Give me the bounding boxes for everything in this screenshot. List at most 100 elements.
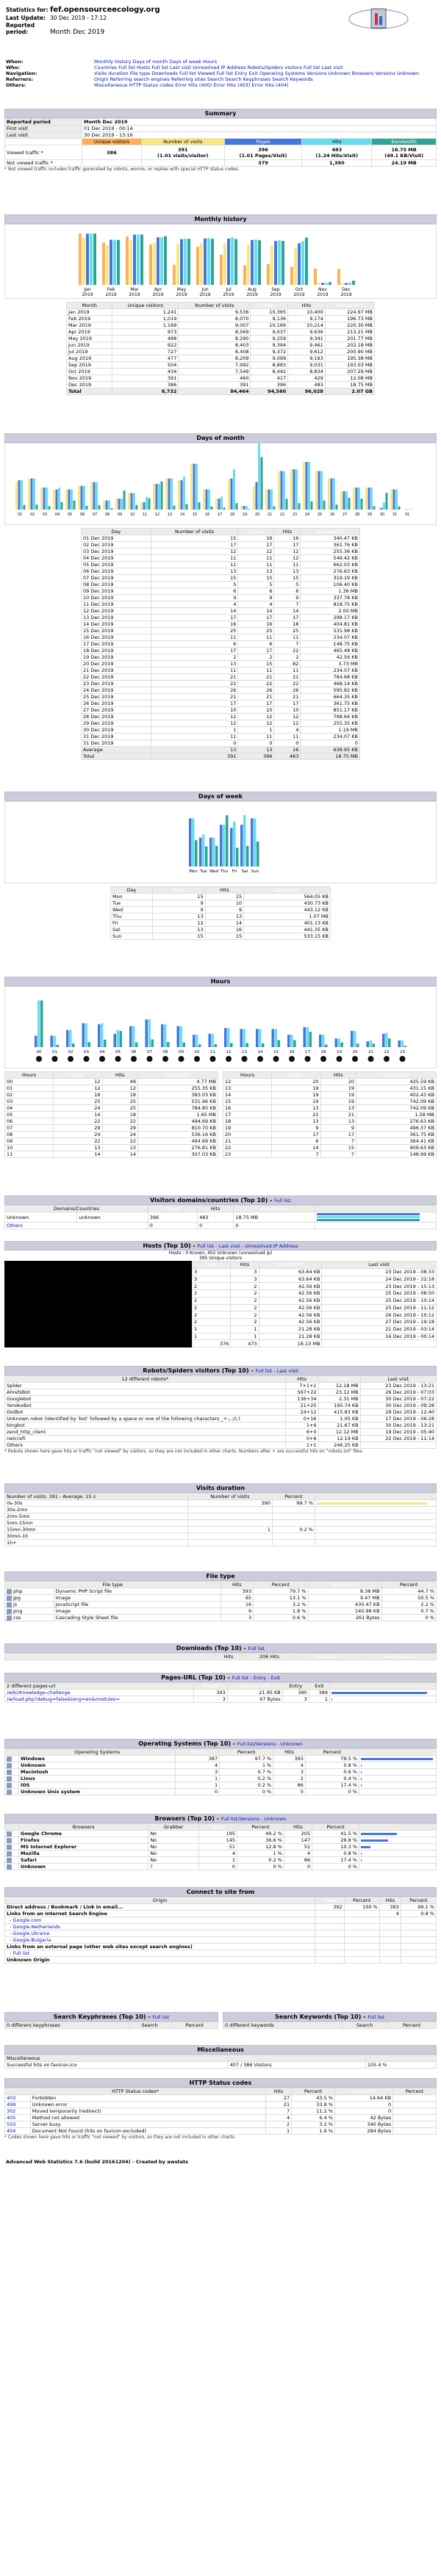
table-cell: 6.4 %: [291, 2114, 335, 2121]
downloads-full-list-link[interactable]: Full list: [248, 1646, 265, 1651]
duration-table: Number of visits: 391 - Average: 15 s Num…: [4, 1493, 437, 1546]
search-engine-link[interactable]: - Google.Ukraine: [4, 1930, 316, 1937]
status-code-link[interactable]: 405: [4, 2114, 31, 2121]
nav-links[interactable]: Visits duration File type Downloads Full…: [94, 70, 420, 76]
hours-bar: [224, 1028, 227, 1047]
status-code-link[interactable]: 503: [4, 2121, 31, 2128]
table-cell: 17 Dec 2019: [81, 640, 151, 648]
others-row: 376 473 18.13 MB: [191, 1339, 437, 1347]
table-cell: Direct address / Bookmark / Link in emai…: [4, 1903, 316, 1911]
days-bar: [318, 471, 320, 510]
not-viewed-value: 1,390: [301, 159, 373, 167]
table-cell: 364.41 KB: [356, 1137, 437, 1145]
nav-links[interactable]: Origin Referring search engines Referrin…: [94, 76, 313, 82]
table-cell: 973: [112, 328, 179, 336]
page-url-link[interactable]: /wiki/Knowledge-challenge: [4, 1689, 194, 1696]
table-cell: 2: [273, 654, 301, 661]
os-links[interactable]: Full list/Versions - Unknown: [237, 1741, 303, 1747]
search-engine-link[interactable]: - Google.com: [4, 1917, 316, 1924]
week-bar: [199, 837, 202, 866]
search-engine-link[interactable]: - Google.Netherlands: [4, 1923, 316, 1931]
days-tick: 31: [405, 513, 409, 517]
days-title: Days of month: [4, 433, 437, 443]
nav-row: Navigation: Visits duration File type Dow…: [6, 70, 440, 76]
table-cell: 483: [197, 1212, 234, 1223]
table-row: 2 2 42.56 KB 25 Dec 2019 - 08:50: [191, 1289, 437, 1298]
pagesurl-links[interactable]: Full list - Entry - Exit: [232, 1675, 280, 1681]
column-header: Hits: [220, 1581, 254, 1588]
table-row: 18 Dec 2019 17 17 22 465.48 KB: [81, 647, 360, 654]
not-viewed-label: Not viewed traffic *: [4, 159, 82, 167]
not-viewed-value: [140, 159, 225, 167]
table-cell: [271, 1506, 316, 1513]
table-cell: 387: [175, 1755, 220, 1762]
table-row: 14 19 19 402.43 KB: [222, 1091, 437, 1099]
monthly-bar: [298, 243, 301, 285]
nav-links[interactable]: Miscellaneous HTTP Status codes Error Hi…: [94, 82, 289, 88]
table-row: 02 18 18 383.03 KB: [4, 1091, 218, 1099]
column-header: Day: [81, 528, 151, 535]
monthly-bar: [352, 281, 355, 285]
table-cell: 389: [308, 1689, 331, 1696]
table-row: 19 Dec 2019 2 2 2 42.56 KB: [81, 654, 360, 661]
keywords-full-list-link[interactable]: Full list: [368, 2014, 385, 2020]
table-cell: 2: [230, 1296, 259, 1305]
days-bar: [178, 480, 180, 510]
table-row: 21 Dec 2019 11 11 11 234.07 KB: [81, 667, 360, 674]
table-cell: 9: [150, 594, 239, 601]
days-bar: [15, 482, 18, 510]
awstats-logo-icon[interactable]: [345, 4, 412, 34]
table-row: 17 21 21 1.58 MB: [222, 1111, 437, 1118]
table-cell: 11: [4, 1151, 54, 1158]
nav-links[interactable]: Countries Full list Hosts Full list Last…: [94, 65, 343, 70]
page-url-link[interactable]: /w/load.php?debug=false&lang=en&modules=: [4, 1696, 194, 1703]
days-tick: 07: [93, 513, 97, 517]
hosts-links[interactable]: Full list - Last visit - Unresolved IP A…: [197, 1243, 298, 1249]
table-cell: 18: [273, 621, 301, 628]
days-bar: [260, 457, 263, 510]
days-bar: [148, 498, 151, 510]
table-cell: 17: [237, 647, 275, 654]
table-cell: 361.76 KB: [300, 541, 360, 549]
http-title: HTTP Status codes: [4, 2078, 437, 2088]
table-cell: 1: [265, 2127, 293, 2135]
cell-text: 2.2 %: [420, 1602, 434, 1607]
table-cell: 391: [178, 381, 251, 388]
filetype-section: File type File type Hits Percent Bandwidth P…: [4, 1571, 437, 1621]
hours-bar: [325, 1044, 328, 1047]
misc-section: Miscellaneous Miscellaneous Successful h…: [4, 2045, 437, 2069]
table-row: DotBot 24+12 415.83 KB 29 Dec 2019 - 12:40: [4, 1408, 437, 1416]
table-row: Jan 2019 1,241 9,536 10,365 10,400 224.97 MB: [65, 308, 376, 316]
table-cell: 21: [237, 693, 275, 701]
table-cell: 15: [204, 933, 245, 940]
table-row: 17 Dec 2019 6 6 7 148.75 KB: [81, 640, 360, 648]
table-cell: bingbot: [4, 1422, 286, 1429]
external-full-list-link[interactable]: - Full list: [4, 1950, 316, 1957]
table-cell: 496.37 KB: [356, 1124, 437, 1132]
table-cell: 25: [273, 627, 301, 634]
hours-bar: [198, 1044, 201, 1047]
table-cell: 11: [273, 634, 301, 641]
monthly-bar: [220, 254, 223, 285]
column-header: Pages: [191, 1261, 232, 1269]
status-code-link[interactable]: 499: [4, 2101, 31, 2108]
week-table: Day Pages Hits Bandwidth Mon 15 15 564.05 KB Tue…: [110, 886, 331, 940]
search-engine-link[interactable]: - Google.Bulgaria: [4, 1936, 316, 1944]
table-cell: 9,536: [178, 308, 251, 316]
status-code-link[interactable]: 302: [4, 2108, 31, 2115]
column-header: Viewed: [193, 1682, 228, 1690]
keyphrases-full-list-link[interactable]: Full list: [152, 2014, 170, 2020]
status-code-link[interactable]: 404: [4, 2127, 31, 2135]
monthly-tick: May: [177, 287, 187, 292]
browsers-links[interactable]: Full list/Versions - Unknown: [220, 1816, 287, 1822]
robots-links[interactable]: Full list - Last visit: [255, 1368, 298, 1374]
column-header: Percent: [271, 1493, 316, 1500]
status-code-link[interactable]: 403: [4, 2094, 31, 2102]
countries-full-list-link[interactable]: Full list: [274, 1198, 291, 1204]
table-cell: 106.40 KB: [300, 581, 360, 588]
table-cell: 29: [53, 1124, 103, 1132]
hours-bar: [404, 1046, 406, 1047]
days-tick: 06: [80, 513, 85, 517]
table-cell: Unknown: [18, 1762, 176, 1769]
nav-links[interactable]: Monthly history Days of month Days of we…: [94, 59, 218, 65]
